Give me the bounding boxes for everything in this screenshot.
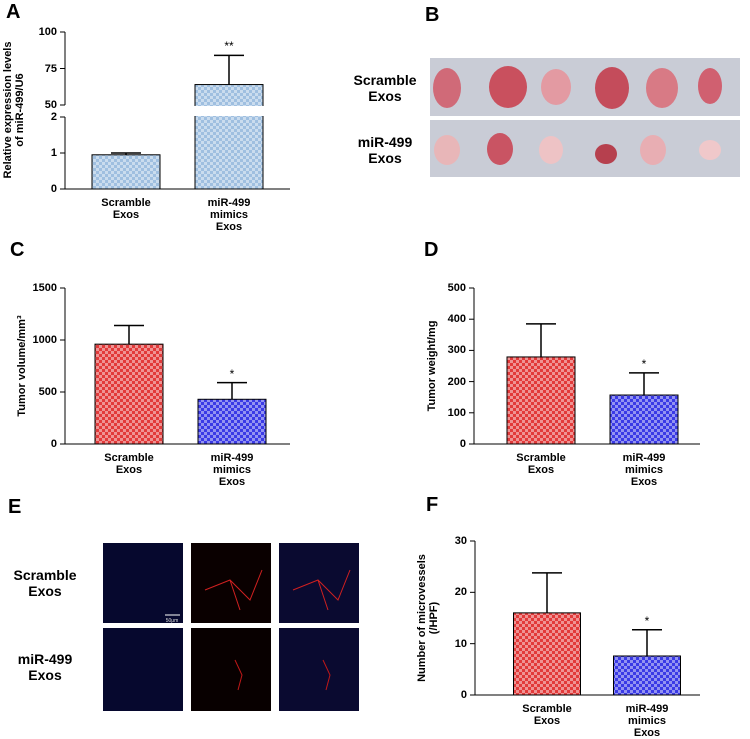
- panel-letter: B: [425, 4, 440, 26]
- x-tick-label: miR-499 mimics Exos: [207, 197, 251, 233]
- panel-letter: D: [424, 239, 439, 261]
- scale-bar-label: 50μm: [165, 618, 179, 624]
- bar: [609, 394, 679, 445]
- row-label: miR-499 Exos: [357, 134, 413, 166]
- y-tick-label: 2: [50, 111, 57, 123]
- x-tick-label: Scramble Exos: [104, 452, 154, 476]
- bar: [613, 655, 681, 696]
- y-tick-label: 500: [38, 386, 57, 398]
- tumor-photo: [430, 58, 740, 177]
- panel-letter: A: [6, 1, 21, 23]
- y-tick-label: 500: [447, 282, 466, 294]
- error-bar: [526, 323, 556, 357]
- panel-letter: E: [8, 496, 22, 518]
- x-tick-label: miR-499 mimics Exos: [210, 452, 254, 488]
- y-tick-label: 0: [459, 438, 466, 450]
- y-tick-label: 75: [44, 62, 57, 75]
- error-bar: [632, 629, 662, 656]
- panel-letter: F: [426, 494, 439, 516]
- y-tick-label: 100: [447, 406, 466, 419]
- bar: [94, 343, 164, 445]
- y-axis-label: Tumor weight/mg: [426, 320, 438, 412]
- error-bar: [214, 54, 244, 85]
- y-axis-label: Tumor volume/mm³: [16, 315, 28, 417]
- y-tick-label: 300: [447, 344, 466, 357]
- bar: [513, 612, 581, 696]
- error-bar: [114, 324, 144, 345]
- row-label: Scramble Exos: [353, 72, 417, 104]
- significance-label: *: [644, 613, 650, 628]
- error-bar: [532, 572, 562, 613]
- y-tick-label: 10: [454, 637, 467, 650]
- y-tick-label: 0: [460, 689, 467, 701]
- y-tick-label: 20: [454, 586, 467, 599]
- y-tick-label: 1000: [32, 334, 57, 346]
- y-tick-label: 30: [454, 535, 467, 547]
- x-tick-label: miR-499 mimics Exos: [622, 452, 666, 488]
- x-tick-label: miR-499 mimics Exos: [625, 703, 669, 739]
- x-tick-label: Scramble Exos: [516, 452, 566, 476]
- significance-label: *: [641, 356, 647, 371]
- y-axis-label: Relative expression levels of miR-499/U6: [2, 41, 26, 179]
- y-tick-label: 0: [50, 438, 57, 450]
- axis-break-gap: [66, 106, 291, 116]
- panel-letter: C: [10, 239, 25, 261]
- bar: [197, 398, 267, 445]
- error-bar: [111, 152, 141, 155]
- bar: [506, 356, 576, 445]
- y-tick-label: 200: [447, 375, 466, 388]
- bar: [91, 154, 161, 190]
- row-label: Scramble Exos: [13, 567, 77, 599]
- y-tick-label: 100: [38, 26, 57, 38]
- error-bar: [629, 372, 659, 396]
- y-tick-label: 0: [50, 183, 57, 195]
- x-tick-label: Scramble Exos: [522, 703, 572, 727]
- micrographs: [103, 543, 359, 711]
- x-tick-label: Scramble Exos: [101, 197, 151, 221]
- significance-label: *: [229, 366, 235, 381]
- y-tick-label: 400: [447, 313, 466, 326]
- row-label: miR-499 Exos: [17, 651, 73, 683]
- y-tick-label: 50: [44, 99, 57, 111]
- bar: [194, 84, 264, 190]
- error-bar: [217, 381, 247, 400]
- y-tick-label: 1500: [32, 282, 57, 294]
- y-axis-label: Number of microvessels (/HPF): [416, 554, 440, 682]
- y-tick-label: 1: [50, 147, 57, 159]
- significance-label: **: [224, 39, 234, 54]
